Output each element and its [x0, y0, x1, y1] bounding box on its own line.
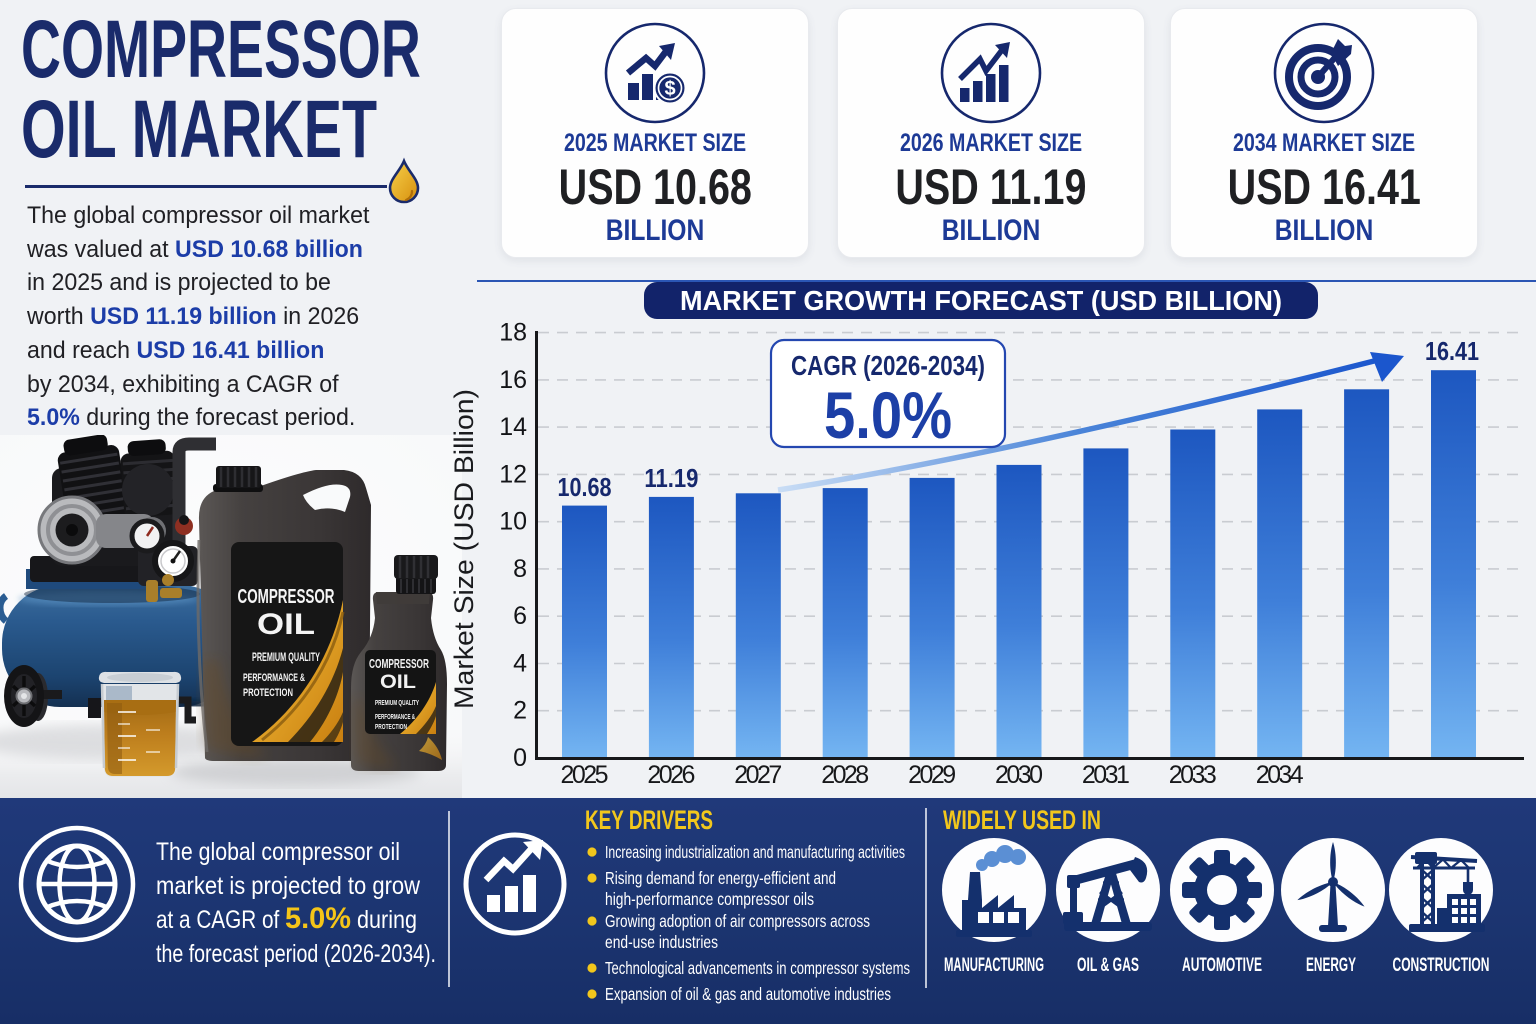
svg-text:PERFORMANCE &: PERFORMANCE &	[243, 672, 305, 684]
svg-text:2031: 2031	[1082, 761, 1130, 789]
svg-text:CONSTRUCTION: CONSTRUCTION	[1393, 955, 1490, 976]
svg-text:OIL & GAS: OIL & GAS	[1077, 955, 1139, 976]
svg-text:Market Size (USD Billion): Market Size (USD Billion)	[449, 389, 479, 709]
svg-text:2: 2	[513, 697, 527, 725]
svg-text:16: 16	[499, 366, 527, 394]
svg-text:2033: 2033	[1169, 761, 1217, 789]
svg-text:6: 6	[513, 602, 527, 630]
svg-text:8: 8	[513, 555, 527, 583]
svg-text:WIDELY USED IN: WIDELY USED IN	[943, 805, 1101, 835]
svg-text:COMPRESSOR: COMPRESSOR	[369, 657, 429, 671]
svg-text:2026: 2026	[647, 761, 695, 789]
svg-text:PREMIUM QUALITY: PREMIUM QUALITY	[375, 698, 419, 707]
svg-text:2027: 2027	[734, 761, 782, 789]
svg-text:PROTECTION: PROTECTION	[375, 724, 407, 731]
svg-text:high-performance compressor oi: high-performance compressor oils	[605, 889, 814, 909]
svg-text:2028: 2028	[821, 761, 869, 789]
svg-text:MARKET GROWTH FORECAST (USD BI: MARKET GROWTH FORECAST (USD BILLION)	[680, 285, 1282, 316]
svg-text:$: $	[664, 78, 675, 100]
svg-text:end-use industries: end-use industries	[605, 932, 718, 952]
svg-text:14: 14	[499, 413, 527, 441]
svg-text:2034: 2034	[1256, 761, 1304, 789]
svg-text:12: 12	[499, 460, 527, 488]
svg-text:5.0%: 5.0%	[824, 378, 952, 452]
svg-text:Increasing industrialization a: Increasing industrialization and manufac…	[605, 842, 905, 862]
svg-text:11.19: 11.19	[644, 463, 698, 493]
svg-text:at a CAGR of 5.0% during: at a CAGR of 5.0% during	[156, 902, 417, 935]
svg-text:the forecast period (2026-2034: the forecast period (2026-2034).	[156, 940, 436, 968]
svg-text:Technological advancements in: Technological advancements in compressor…	[605, 958, 910, 978]
svg-text:4: 4	[513, 650, 527, 678]
svg-text:2025: 2025	[561, 761, 609, 789]
svg-text:COMPRESSOR: COMPRESSOR	[238, 586, 335, 608]
svg-text:2029: 2029	[908, 761, 956, 789]
svg-text:Rising demand for energy-effic: Rising demand for energy-efficient and	[605, 868, 836, 888]
svg-text:CAGR (2026-2034): CAGR (2026-2034)	[791, 350, 985, 381]
svg-text:16.41: 16.41	[1425, 336, 1479, 366]
svg-text:PREMIUM QUALITY: PREMIUM QUALITY	[252, 652, 320, 664]
svg-text:10: 10	[499, 508, 527, 536]
svg-text:MANUFACTURING: MANUFACTURING	[944, 955, 1044, 976]
svg-text:PROTECTION: PROTECTION	[243, 687, 293, 699]
svg-text:OIL: OIL	[380, 672, 416, 693]
svg-text:18: 18	[499, 319, 527, 347]
svg-text:0: 0	[513, 744, 527, 772]
svg-text:KEY DRIVERS: KEY DRIVERS	[585, 805, 713, 835]
svg-text:AUTOMOTIVE: AUTOMOTIVE	[1182, 955, 1262, 976]
svg-text:Growing adoption of air compre: Growing adoption of air compressors acro…	[605, 911, 870, 931]
svg-text:The global compressor oil: The global compressor oil	[156, 838, 400, 866]
svg-text:market is projected to grow: market is projected to grow	[156, 872, 421, 900]
svg-text:ENERGY: ENERGY	[1306, 955, 1356, 976]
svg-text:OIL: OIL	[257, 608, 315, 641]
svg-text:2030: 2030	[995, 761, 1043, 789]
svg-text:Expansion of oil & gas and aut: Expansion of oil & gas and automotive in…	[605, 984, 891, 1004]
svg-text:PERFORMANCE &: PERFORMANCE &	[375, 714, 415, 721]
svg-text:10.68: 10.68	[558, 472, 612, 502]
